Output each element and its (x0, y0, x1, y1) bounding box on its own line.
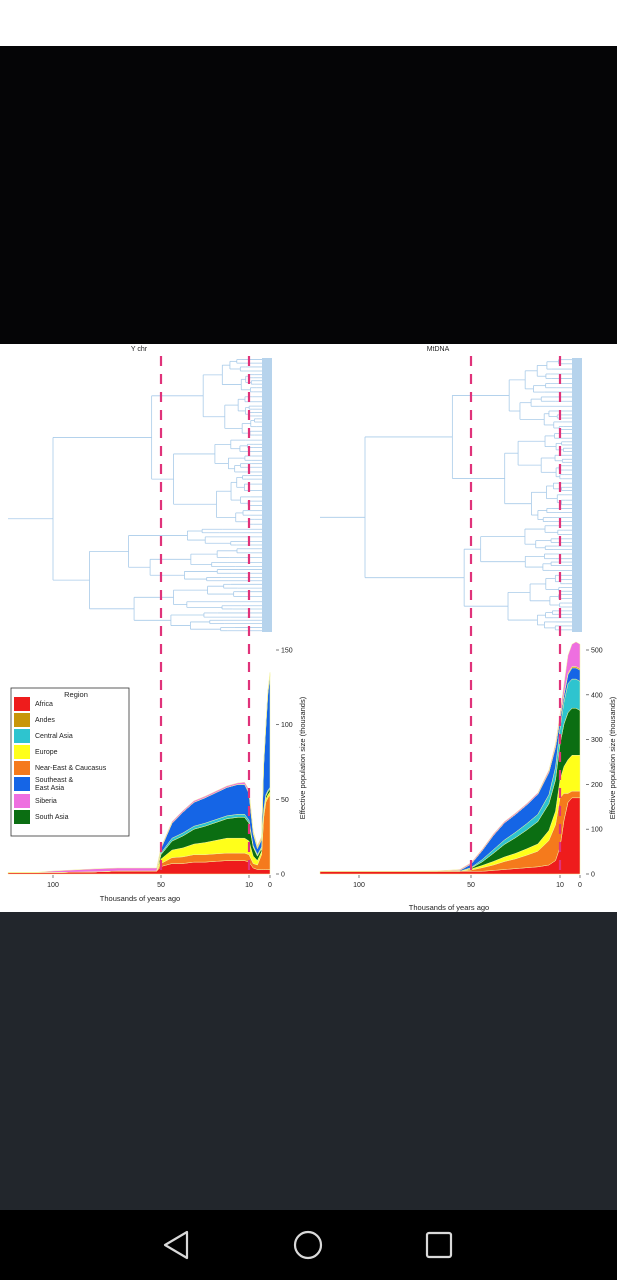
mtdna-area-chart (319, 641, 581, 875)
y-tick-label: 50 (281, 797, 289, 804)
y-tick-label: 500 (591, 648, 603, 655)
legend-swatch-africa (14, 697, 30, 711)
y-tick-label: 400 (591, 692, 603, 699)
viewer-background-bottom (0, 912, 617, 1210)
legend-label-andes: Andes (35, 717, 55, 724)
dashed-reference-lines (159, 356, 562, 876)
legend-label-near-east-caucasus: Near-East & Caucasus (35, 765, 107, 772)
y-chr-title: Y chr (131, 346, 148, 353)
mtdna-title: MtDNA (427, 346, 450, 353)
x-tick-label: 100 (353, 882, 365, 889)
legend-items: Africa Andes Central Asia Europe Near-East &… (14, 697, 107, 824)
legend-label-europe: Europe (35, 749, 58, 756)
x-tick-label: 50 (157, 882, 165, 889)
legend-box (10, 687, 130, 837)
legend-swatch-central-asia (14, 729, 30, 743)
y-tick-label: 0 (281, 872, 285, 879)
y-tick-label: 100 (281, 722, 293, 729)
y-tick-label: 0 (591, 872, 595, 879)
x-tick-label: 0 (268, 882, 272, 889)
mtdna-y-axis-label: Effective population size (thousands) (608, 696, 617, 819)
image-viewer-background (0, 46, 617, 344)
y-chr-y-axis-label: Effective population size (thousands) (298, 696, 307, 819)
mtdna-x-axis-label: Thousands of years ago (409, 903, 489, 912)
figure-panel: Y chr MtDNA 100 50 10 0 0 50 100 150 100 50 10 0 0 1… (0, 344, 617, 912)
x-tick-label: 10 (245, 882, 253, 889)
y-tick-label: 150 (281, 648, 293, 655)
status-bar-area (0, 0, 617, 46)
area-series-siberia (320, 641, 581, 872)
legend-swatch-andes (14, 713, 30, 727)
area-series-siberia (8, 672, 271, 873)
back-triangle-icon[interactable] (158, 1228, 198, 1262)
y-tick-label: 100 (591, 827, 603, 834)
legend-swatch-southeast-east-asia (14, 777, 30, 791)
legend-title: Region (64, 690, 88, 699)
legend-label-central-asia: Central Asia (35, 733, 73, 740)
x-tick-label: 50 (467, 882, 475, 889)
navigation-bar (0, 1210, 617, 1280)
legend-label-south-asia: South Asia (35, 814, 69, 821)
region-legend: Region Africa Andes Central Asia Europe Near… (10, 687, 130, 837)
legend-swatch-siberia (14, 794, 30, 808)
legend-label-southeast-line1: Southeast & (35, 777, 73, 784)
mtdna-phylogeny-tree (320, 358, 582, 632)
recents-square-icon[interactable] (419, 1228, 459, 1262)
legend-swatch-near-east-caucasus (14, 761, 30, 775)
home-circle-icon[interactable] (288, 1228, 328, 1262)
legend-label-southeast-line2: East Asia (35, 785, 64, 792)
y-chr-phylogeny-tree (8, 358, 272, 632)
tree-leaf-fringe (262, 358, 272, 632)
x-tick-label: 10 (556, 882, 564, 889)
y-tick-label: 300 (591, 737, 603, 744)
y-tick-label: 200 (591, 782, 603, 789)
legend-label-siberia: Siberia (35, 798, 57, 805)
y-chr-area-chart (7, 672, 271, 875)
legend-swatch-europe (14, 745, 30, 759)
legend-label-africa: Africa (35, 701, 53, 708)
x-tick-label: 100 (47, 882, 59, 889)
legend-swatch-south-asia (14, 810, 30, 824)
tree-leaf-fringe (572, 358, 582, 632)
x-tick-label: 0 (578, 882, 582, 889)
y-chr-x-axis-label: Thousands of years ago (100, 894, 180, 903)
